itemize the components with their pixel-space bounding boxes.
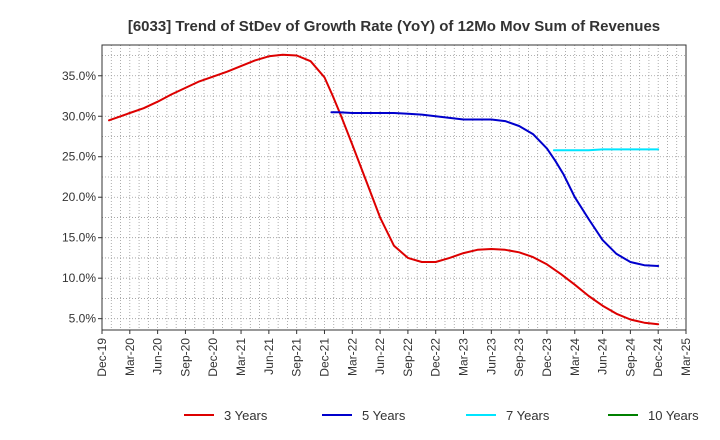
- x-tick-label: Sep-22: [401, 338, 415, 377]
- legend-label-7-years: 7 Years: [506, 408, 550, 423]
- x-tick-label: Dec-19: [95, 338, 109, 377]
- x-tick-label: Dec-22: [429, 338, 443, 377]
- y-tick-label: 30.0%: [62, 109, 96, 123]
- x-tick-label: Sep-20: [178, 338, 192, 377]
- plot-background: [102, 45, 686, 330]
- x-tick-label: Sep-21: [290, 338, 304, 377]
- legend: 3 Years 5 Years 7 Years 10 Years: [184, 408, 699, 423]
- legend-label-10-years: 10 Years: [648, 408, 699, 423]
- x-tick-label: Mar-20: [123, 338, 137, 376]
- x-tick-label: Sep-24: [623, 338, 637, 377]
- series-line-7-years: [552, 148, 660, 152]
- y-tick-label: 15.0%: [62, 231, 96, 245]
- x-tick-label: Dec-24: [651, 338, 665, 377]
- series-line-3-years: [108, 53, 660, 326]
- x-tick-label: Dec-21: [317, 338, 331, 377]
- grid: [101, 44, 687, 331]
- chart-title: [6033] Trend of StDev of Growth Rate (Yo…: [128, 18, 660, 35]
- y-tick-label: 20.0%: [62, 190, 96, 204]
- x-tick-label: Dec-23: [540, 338, 554, 377]
- x-tick-label: Mar-25: [679, 338, 693, 376]
- x-tick-label: Jun-24: [596, 338, 610, 375]
- series-line-5-years: [330, 111, 660, 267]
- x-tick-label: Mar-23: [457, 338, 471, 376]
- y-tick-label: 10.0%: [62, 271, 96, 285]
- x-tick-label: Jun-21: [262, 338, 276, 375]
- x-tick-label: Mar-24: [568, 338, 582, 376]
- y-tick-label: 5.0%: [69, 312, 97, 326]
- x-tick-label: Mar-21: [234, 338, 248, 376]
- plot-area: [108, 53, 660, 326]
- x-tick-label: Jun-23: [484, 338, 498, 375]
- legend-label-5-years: 5 Years: [362, 408, 406, 423]
- x-tick-label: Jun-22: [373, 338, 387, 375]
- y-tick-label: 25.0%: [62, 150, 96, 164]
- y-tick-label: 35.0%: [62, 69, 96, 83]
- x-axis-ticks: Dec-19 Mar-20 Jun-20 Sep-20 Dec-20 Mar-21 Jun-…: [95, 330, 693, 377]
- x-tick-label: Jun-20: [151, 338, 165, 375]
- legend-label-3-years: 3 Years: [224, 408, 268, 423]
- x-tick-label: Dec-20: [206, 338, 220, 377]
- y-axis-ticks: 5.0% 10.0% 15.0% 20.0% 25.0% 30.0% 35.0%: [62, 69, 102, 326]
- x-tick-label: Mar-22: [345, 338, 359, 376]
- x-tick-label: Sep-23: [512, 338, 526, 377]
- plot-frame: [101, 44, 687, 331]
